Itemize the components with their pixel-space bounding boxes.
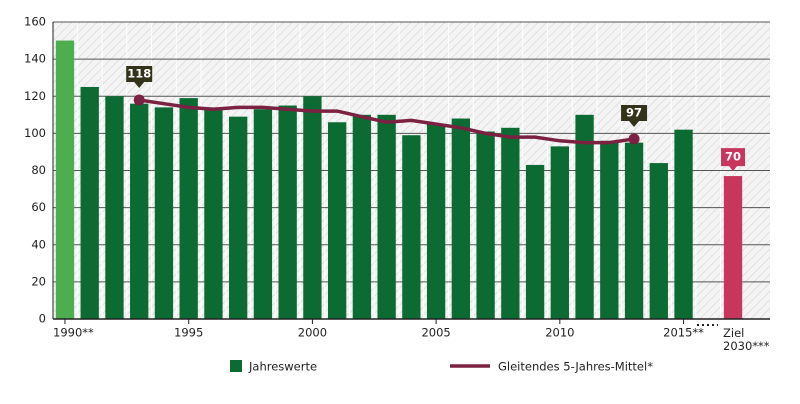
bar bbox=[426, 124, 446, 319]
bar bbox=[352, 114, 372, 319]
y-tick-label: 60 bbox=[31, 200, 46, 214]
x-tick-label: 1990** bbox=[53, 326, 94, 340]
bar bbox=[476, 131, 495, 319]
bar bbox=[550, 146, 569, 319]
y-tick-label: 120 bbox=[24, 89, 46, 103]
bar bbox=[525, 164, 545, 319]
x-tick-label: 2010 bbox=[545, 326, 574, 340]
bar bbox=[55, 40, 75, 319]
bar bbox=[130, 103, 149, 319]
y-tick-label: 100 bbox=[24, 126, 46, 140]
y-tick-label: 0 bbox=[39, 312, 46, 326]
bar bbox=[575, 114, 594, 319]
bar bbox=[624, 142, 644, 319]
bar bbox=[229, 116, 248, 319]
bar bbox=[80, 86, 99, 319]
y-tick-label: 160 bbox=[24, 15, 46, 29]
legend-swatch bbox=[230, 360, 242, 372]
line bbox=[138, 98, 635, 145]
bar bbox=[501, 127, 520, 320]
y-tick-label: 40 bbox=[31, 237, 46, 251]
data-label: 97 bbox=[626, 105, 642, 119]
label-box bbox=[621, 104, 648, 127]
bar bbox=[649, 163, 668, 319]
point-marker bbox=[628, 133, 640, 145]
bar bbox=[204, 107, 223, 319]
legend-label: Gleitendes 5-Jahres-Mittel* bbox=[498, 360, 653, 374]
bar bbox=[253, 109, 273, 320]
x-tick-label: 2005 bbox=[421, 326, 450, 340]
bar bbox=[154, 107, 174, 319]
data-label: 118 bbox=[127, 66, 151, 80]
bar bbox=[402, 135, 421, 319]
bar bbox=[674, 129, 693, 319]
x-tick-label: 1995 bbox=[174, 326, 203, 340]
x-tick-label: 2000 bbox=[298, 326, 327, 340]
bar bbox=[600, 140, 619, 319]
bar bbox=[105, 96, 124, 319]
label-box bbox=[126, 65, 153, 88]
bar bbox=[278, 105, 297, 319]
bar bbox=[327, 122, 347, 319]
bar bbox=[179, 98, 198, 319]
bar bbox=[303, 96, 322, 319]
x-tick-label: Ziel 2030*** bbox=[723, 326, 770, 353]
bar bbox=[723, 176, 743, 319]
y-tick-label: 140 bbox=[24, 52, 46, 66]
y-tick-label: 20 bbox=[31, 274, 46, 288]
point-marker bbox=[133, 94, 145, 106]
y-tick-label: 80 bbox=[31, 163, 46, 177]
x-tick-label: 2015** bbox=[663, 326, 704, 340]
bar bbox=[377, 114, 396, 319]
target-label: 70 bbox=[725, 150, 741, 164]
bar bbox=[451, 118, 471, 320]
legend-label: Jahreswerte bbox=[248, 360, 317, 374]
target-label-box bbox=[721, 148, 746, 172]
